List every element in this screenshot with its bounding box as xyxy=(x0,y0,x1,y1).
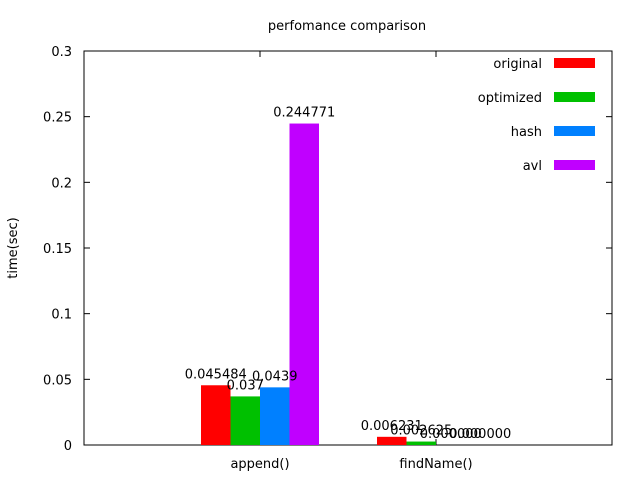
bar-original xyxy=(201,385,231,445)
y-tick-label: 0.3 xyxy=(51,45,72,60)
legend-swatch-original xyxy=(554,58,595,68)
y-tick-label: 0.05 xyxy=(43,373,72,388)
bar-original xyxy=(377,436,407,445)
legend-swatch-avl xyxy=(554,160,595,170)
bar-optimized xyxy=(406,441,436,445)
y-tick-label: 0.2 xyxy=(51,176,72,191)
bar-avl xyxy=(289,123,319,445)
data-label: 0.045484 xyxy=(185,367,247,382)
x-tick-label: findName() xyxy=(399,457,472,472)
legend-label: hash xyxy=(511,125,542,140)
legend: original optimized hash avl xyxy=(478,57,595,174)
data-label: 0.002625 xyxy=(390,424,452,439)
legend-swatch-hash xyxy=(554,126,595,136)
bar-hash xyxy=(260,387,290,445)
x-axis-ticks: append() findName() xyxy=(230,51,473,472)
y-axis-ticks: 0 0.05 0.1 0.15 0.2 0.25 0.3 xyxy=(43,45,612,454)
y-tick-label: 0 xyxy=(64,439,72,454)
data-label: 0.006231 xyxy=(361,419,423,434)
x-tick-label: append() xyxy=(230,457,289,472)
data-label: 0.244771 xyxy=(273,106,335,121)
bar-optimized xyxy=(230,396,260,445)
y-tick-label: 0.1 xyxy=(51,308,72,323)
legend-swatch-optimized xyxy=(554,92,595,102)
bar-group xyxy=(201,123,436,445)
legend-label: original xyxy=(493,57,542,72)
data-label: 0.000000 xyxy=(449,427,511,442)
y-tick-label: 0.15 xyxy=(43,242,72,257)
chart-title: perfomance comparison xyxy=(268,19,426,34)
data-label: 0.0439 xyxy=(252,369,298,384)
legend-label: avl xyxy=(523,159,542,174)
data-label: 0.037 xyxy=(227,378,264,393)
legend-label: optimized xyxy=(478,91,542,106)
y-tick-label: 0.25 xyxy=(43,111,72,126)
y-axis-label: time(sec) xyxy=(6,217,21,278)
data-label: 0.000000 xyxy=(420,427,482,442)
plot-frame xyxy=(83,50,613,446)
